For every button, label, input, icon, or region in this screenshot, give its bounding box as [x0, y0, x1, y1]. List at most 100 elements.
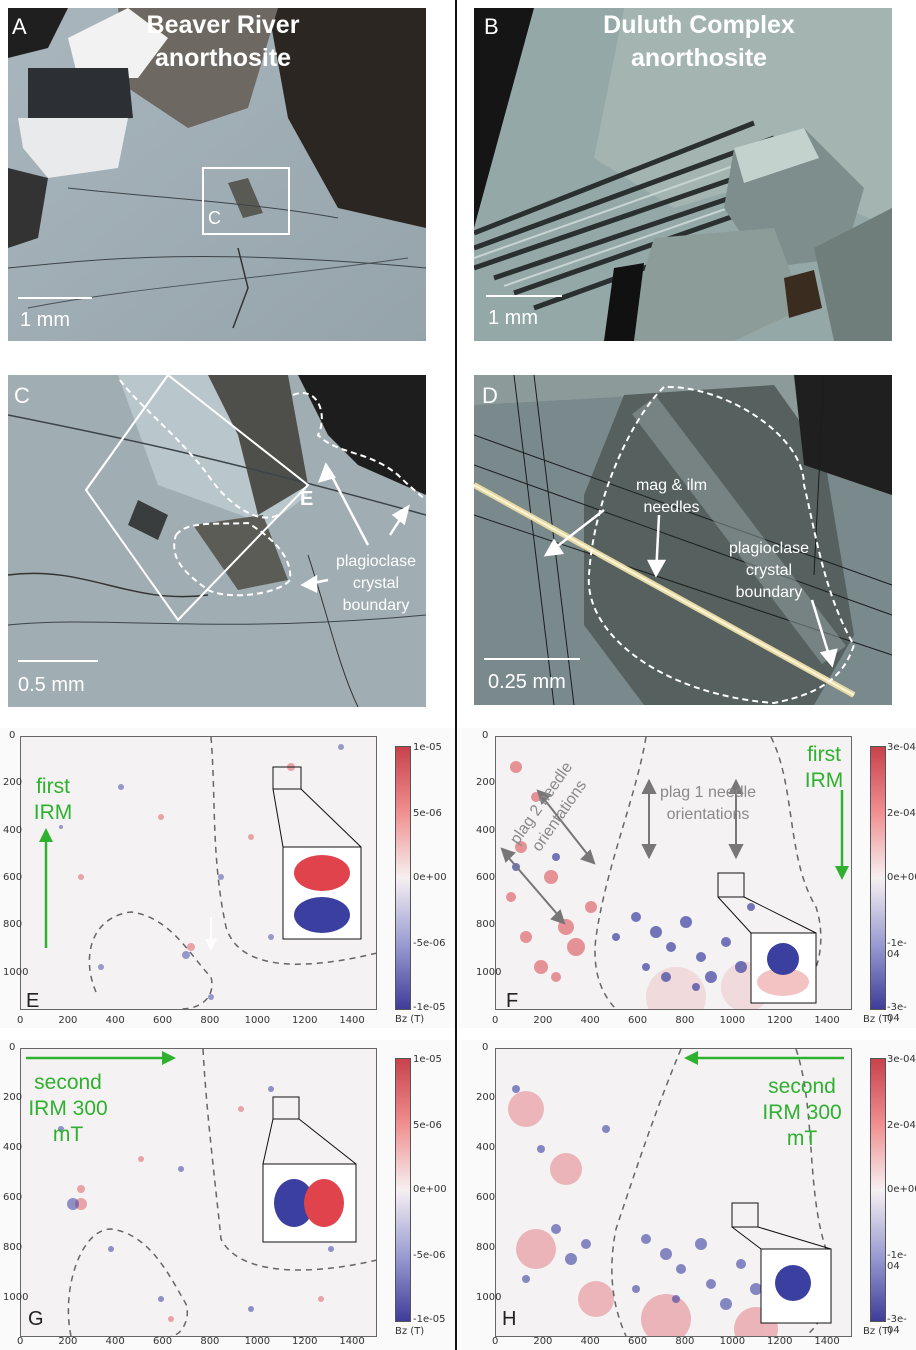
y-tick-label: 0 [482, 1042, 489, 1053]
scale-text-d: 0.25 mm [488, 671, 566, 693]
y-tick-label: 600 [3, 1191, 23, 1203]
panel-letter-g: G [28, 1308, 44, 1330]
colorbar-e [395, 746, 411, 1010]
x-tick-label: 1200 [292, 1336, 318, 1347]
x-tick-label: 1000 [244, 1336, 271, 1347]
colorbar-e-top: 1e-05 [413, 742, 442, 753]
x-tick-label: 400 [580, 1336, 600, 1347]
colorbar-g [395, 1058, 411, 1322]
x-tick-label: 200 [58, 1336, 78, 1347]
x-tick-label: 0 [492, 1336, 499, 1347]
colorbar-g-q3: -5e-06 [413, 1250, 446, 1261]
x-tick-label: 600 [628, 1336, 648, 1347]
map-panel-g: second IRM 300 mT 1e-05 5e-06 0e+00 -5e-… [0, 1040, 455, 1350]
x-tick-label: 1200 [292, 1015, 318, 1026]
irm-label-f: first IRM [804, 743, 844, 792]
colorbar-h-mid: 0e+00 [887, 1184, 916, 1195]
map-e-art [59, 737, 376, 1009]
panel-letter-b: B [484, 14, 499, 39]
x-tick-label: 1200 [767, 1336, 793, 1347]
inset-box-c [202, 167, 290, 235]
panel-c-photo-art [8, 375, 426, 707]
y-tick-label: 1000 [3, 966, 29, 978]
y-tick-label: 400 [3, 1141, 23, 1153]
y-tick-label: 400 [476, 824, 496, 836]
colorbar-h-bottom: -3e-04 [887, 1314, 907, 1336]
x-tick-label: 600 [153, 1336, 173, 1347]
y-tick-label: 400 [3, 824, 23, 836]
scale-text-a: 1 mm [20, 309, 70, 331]
panel-d-photo-art [474, 375, 892, 705]
x-tick-label: 1000 [244, 1015, 271, 1026]
y-tick-label: 200 [3, 1091, 23, 1103]
colorbar-f-label: Bz (T) [863, 1014, 893, 1025]
x-tick-label: 0 [17, 1336, 24, 1347]
x-tick-label: 800 [675, 1336, 695, 1347]
panel-letter-h: H [502, 1308, 517, 1330]
y-tick-label: 600 [476, 1191, 496, 1203]
scale-bar-d [484, 658, 580, 660]
map-f-art [500, 737, 822, 1009]
irm-label-h: second IRM 300 mT [762, 1075, 842, 1150]
x-tick-label: 400 [105, 1015, 125, 1026]
irm-label-e: first IRM [33, 775, 73, 824]
panel-letter-c: C [14, 383, 30, 408]
scale-bar-a [18, 297, 92, 299]
irm-arrow-f [835, 790, 849, 880]
y-tick-label: 600 [476, 871, 496, 883]
x-tick-label: 400 [105, 1336, 125, 1347]
colorbar-e-mid: 0e+00 [413, 872, 447, 883]
photo-panel-a: C A Beaver River anorthosite 1 mm [8, 8, 426, 341]
colorbar-g-label: Bz (T) [395, 1326, 425, 1337]
x-tick-label: 200 [533, 1015, 553, 1026]
scale-bar-b [486, 295, 562, 297]
panel-letter-e: E [26, 990, 40, 1012]
map-frame-h [495, 1048, 852, 1337]
irm-label-g: second IRM 300 mT [28, 1071, 108, 1146]
map-h-art [508, 1049, 832, 1336]
map-panel-h: second IRM 300 mT 3e-04 2e-04 0e+00 -1e-… [458, 1040, 916, 1350]
x-tick-label: 0 [17, 1015, 24, 1026]
irm-arrow-g [26, 1051, 176, 1065]
y-tick-label: 600 [3, 871, 23, 883]
colorbar-h-q3: -1e-04 [887, 1250, 907, 1272]
colorbar-h-q1: 2e-04 [887, 1120, 916, 1131]
map-frame-f [495, 736, 852, 1010]
x-tick-label: 800 [200, 1015, 220, 1026]
map-frame-g [20, 1048, 377, 1337]
x-tick-label: 1400 [339, 1336, 365, 1347]
x-tick-label: 1000 [719, 1336, 746, 1347]
panel-letter-d: D [482, 383, 498, 408]
y-tick-label: 1000 [476, 966, 502, 978]
x-tick-label: 1400 [814, 1336, 840, 1347]
scale-bar-c [18, 660, 98, 662]
y-tick-label: 200 [476, 777, 496, 789]
colorbar-g-bottom: -1e-05 [413, 1314, 446, 1325]
scale-text-c: 0.5 mm [18, 674, 85, 696]
colorbar-g-top: 1e-05 [413, 1054, 442, 1065]
panel-letter-a: A [12, 14, 27, 39]
colorbar-h-label: Bz (T) [863, 1326, 893, 1337]
x-tick-label: 1000 [719, 1015, 746, 1026]
colorbar-h-top: 3e-04 [887, 1054, 916, 1065]
colorbar-e-q1: 5e-06 [413, 808, 442, 819]
colorbar-f-mid: 0e+00 [887, 872, 916, 883]
y-tick-label: 400 [476, 1141, 496, 1153]
irm-arrow-h [684, 1051, 844, 1065]
center-divider [455, 0, 457, 1350]
y-tick-label: 200 [3, 777, 23, 789]
y-tick-label: 1000 [3, 1291, 29, 1303]
colorbar-g-mid: 0e+00 [413, 1184, 447, 1195]
colorbar-f-top: 3e-04 [887, 742, 916, 753]
annotation-d-boundary: plagioclase crystal boundary [728, 540, 810, 601]
map-panel-f: plag 2 needle orientations plag 1 needle… [458, 728, 916, 1028]
photo-panel-d: D mag & ilm needles plagioclase crystal … [474, 375, 892, 705]
x-tick-label: 800 [675, 1015, 695, 1026]
colorbar-g-q1: 5e-06 [413, 1120, 442, 1131]
y-tick-label: 0 [9, 730, 16, 741]
plag1-label-f: plag 1 needle orientations [659, 784, 757, 823]
y-tick-label: 0 [482, 730, 489, 741]
map-panel-e: first IRM 1e-05 5e-06 0e+00 -5e-06 -1e-0… [0, 728, 455, 1028]
y-tick-label: 800 [3, 919, 23, 931]
panel-letter-f: F [506, 990, 519, 1012]
